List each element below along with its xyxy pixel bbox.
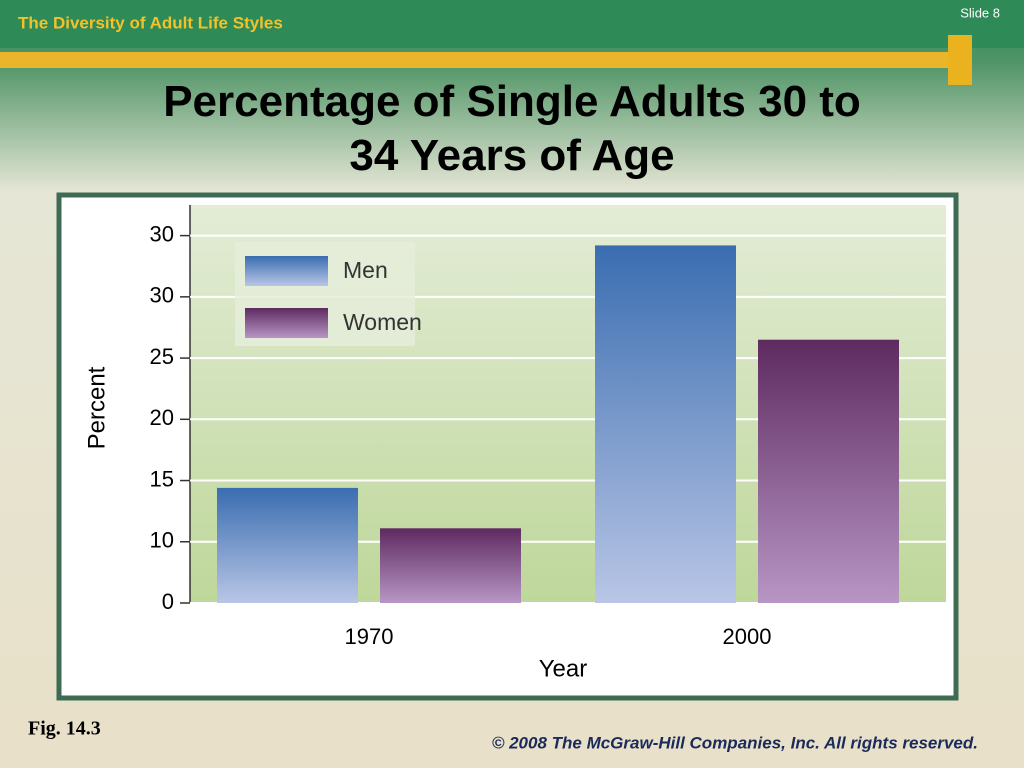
section-title: The Diversity of Adult Life Styles (18, 13, 283, 32)
chart-title: Percentage of Single Adults 30 to 34 Year… (163, 77, 861, 180)
y-tick-label: 10 (150, 528, 174, 553)
legend-swatch (245, 308, 328, 338)
x-axis-label: Year (539, 655, 588, 682)
bar (595, 245, 736, 604)
y-tick-label: 15 (150, 466, 174, 491)
accent-bar (0, 52, 960, 68)
y-tick-label: 25 (150, 344, 174, 369)
slide-number: Slide 8 (960, 5, 1000, 20)
bar (217, 487, 358, 603)
y-tick-label: 0 (162, 589, 174, 614)
y-tick-label: 20 (150, 405, 174, 430)
y-tick-label: 30 (150, 283, 174, 308)
legend-label: Women (343, 309, 422, 335)
y-axis-label: Percent (83, 366, 110, 449)
legend-swatch (245, 256, 328, 286)
accent-square (948, 35, 972, 85)
x-tick-label: 2000 (723, 624, 772, 649)
bar (380, 528, 521, 603)
y-tick-label: 30 (150, 221, 174, 246)
x-tick-label: 1970 (345, 624, 394, 649)
bar (758, 339, 899, 603)
top-band (0, 0, 1024, 48)
copyright: © 2008 The McGraw-Hill Companies, Inc. A… (492, 733, 978, 752)
figure-label: Fig. 14.3 (28, 718, 101, 740)
legend-label: Men (343, 257, 388, 283)
